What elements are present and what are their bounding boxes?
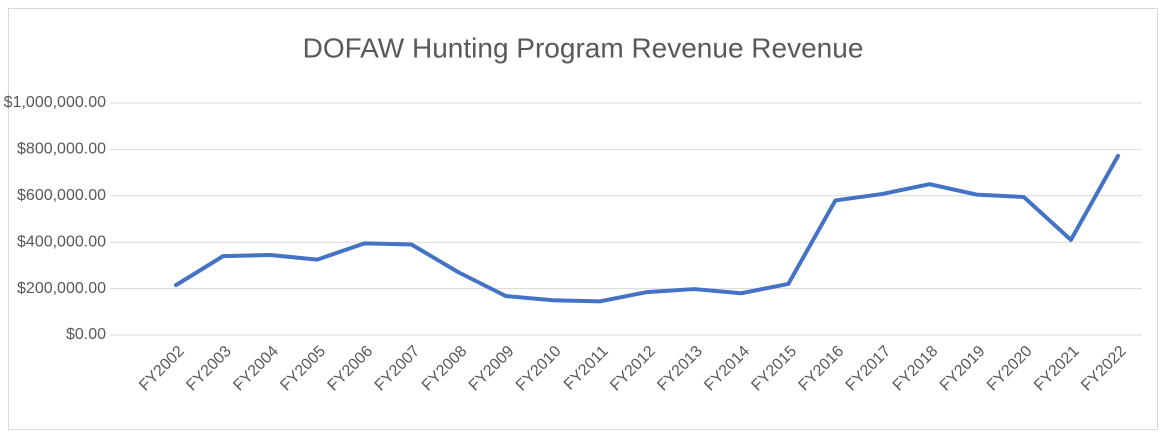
line-series	[174, 153, 1120, 304]
chart-frame	[8, 8, 1158, 430]
y-tick-label: $1,000,000.00	[4, 94, 106, 111]
y-tick-label: $400,000.00	[17, 233, 106, 250]
chart-title: DOFAW Hunting Program Revenue Revenue	[303, 32, 864, 63]
y-tick-label: $200,000.00	[17, 280, 106, 297]
y-tick-label: $0.00	[66, 326, 106, 343]
y-tick-label: $600,000.00	[17, 187, 106, 204]
y-tick-label: $800,000.00	[17, 141, 106, 158]
